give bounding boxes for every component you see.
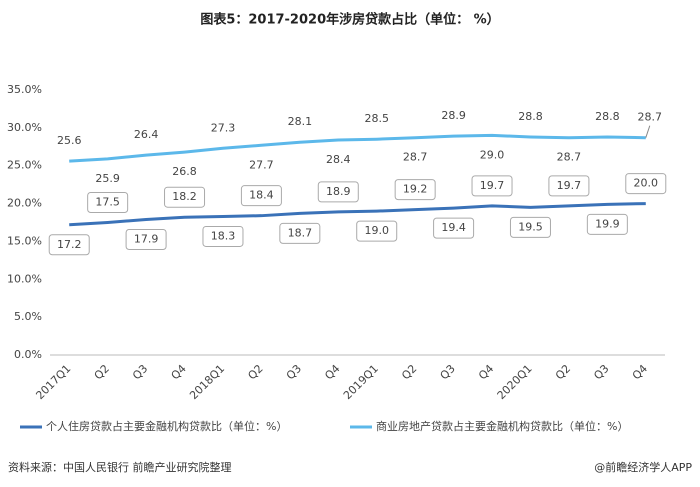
y-tick-label: 15.0% [7, 234, 42, 247]
x-tick-label: 2017Q1 [33, 362, 73, 402]
data-label: 28.8 [595, 110, 620, 123]
data-label: 18.4 [249, 189, 274, 202]
data-label: 19.7 [557, 179, 582, 192]
x-tick-label: Q3 [438, 362, 458, 382]
x-tick-label: Q4 [168, 362, 188, 382]
data-label: 26.4 [134, 128, 159, 141]
leader [645, 125, 651, 138]
data-label: 19.7 [480, 179, 505, 192]
x-tick-label: Q4 [322, 362, 342, 382]
label-box [625, 173, 667, 195]
label-box [279, 222, 321, 244]
y-tick-label: 10.0% [7, 272, 42, 285]
x-tick-label: Q4 [476, 362, 496, 382]
brand: @前瞻经济学人APP [594, 460, 692, 474]
x-tick-label: Q3 [284, 362, 304, 382]
legend-label: 商业房地产贷款占主要金融机构贷款比（单位：%） [376, 419, 628, 433]
line [69, 202, 646, 227]
x-tick-label: Q2 [553, 362, 573, 382]
source: 资料来源：中国人民银行 前瞻产业研究院整理 [8, 460, 232, 474]
label-box [240, 185, 282, 207]
y-tick-label: 0.0% [14, 348, 42, 361]
label-box [202, 225, 244, 247]
data-label: 28.4 [326, 153, 351, 166]
data-label: 19.5 [518, 220, 543, 233]
data-label: 18.7 [288, 226, 313, 239]
line [69, 133, 646, 163]
x-tick-label: Q3 [591, 362, 611, 382]
label-box [87, 192, 129, 213]
data-label: 19.0 [364, 224, 389, 237]
data-label: 20.0 [634, 177, 659, 190]
y-tick-label: 20.0% [7, 197, 42, 210]
label-box [509, 216, 551, 238]
data-label: 26.8 [172, 165, 197, 178]
label-box [48, 234, 90, 256]
data-label: 28.7 [403, 151, 428, 164]
label-box [394, 179, 436, 201]
x-tick-label: 2019Q1 [341, 362, 381, 402]
data-label: 25.6 [57, 134, 82, 147]
x-tick-label: 2018Q1 [187, 362, 227, 402]
x-tick-label: Q2 [399, 362, 419, 382]
data-label: 17.9 [134, 232, 159, 245]
label-box [586, 213, 628, 235]
data-label: 28.1 [288, 115, 313, 128]
label-box [164, 186, 206, 208]
y-tick-label: 5.0% [14, 310, 42, 323]
chart-title: 图表5：2017-2020年涉房贷款占比（单位： %） [200, 12, 499, 28]
label-box [125, 228, 167, 250]
y-tick-label: 30.0% [7, 121, 42, 134]
data-label: 17.2 [57, 238, 82, 251]
x-tick-label: Q3 [130, 362, 150, 382]
data-label: 28.5 [364, 112, 389, 125]
data-label: 19.9 [595, 217, 620, 230]
data-label: 19.4 [441, 221, 466, 234]
data-label: 28.7 [638, 111, 663, 124]
data-label: 28.8 [518, 110, 543, 123]
data-label: 29.0 [480, 148, 505, 161]
data-label: 28.7 [557, 151, 582, 164]
label-box [433, 217, 475, 239]
label-box [317, 181, 359, 203]
data-label: 18.9 [326, 185, 351, 198]
x-tick-label: Q2 [245, 362, 265, 382]
label-box [471, 175, 513, 197]
data-label: 18.2 [172, 190, 197, 203]
data-label: 19.2 [403, 183, 428, 196]
data-label: 28.9 [441, 109, 466, 122]
label-box [356, 220, 398, 242]
x-tick-label: Q4 [630, 362, 650, 382]
data-label: 17.5 [95, 196, 120, 209]
data-label: 27.3 [211, 121, 236, 134]
x-tick-label: Q2 [92, 362, 112, 382]
data-label: 25.9 [95, 172, 120, 185]
x-tick-label: 2020Q1 [495, 362, 535, 402]
y-tick-label: 35.0% [7, 83, 42, 96]
label-box [548, 175, 590, 197]
legend-label: 个人住房贷款占主要金融机构贷款比（单位：%） [46, 419, 287, 433]
data-label: 27.7 [249, 158, 274, 171]
y-tick-label: 25.0% [7, 159, 42, 172]
data-label: 18.3 [211, 229, 236, 242]
